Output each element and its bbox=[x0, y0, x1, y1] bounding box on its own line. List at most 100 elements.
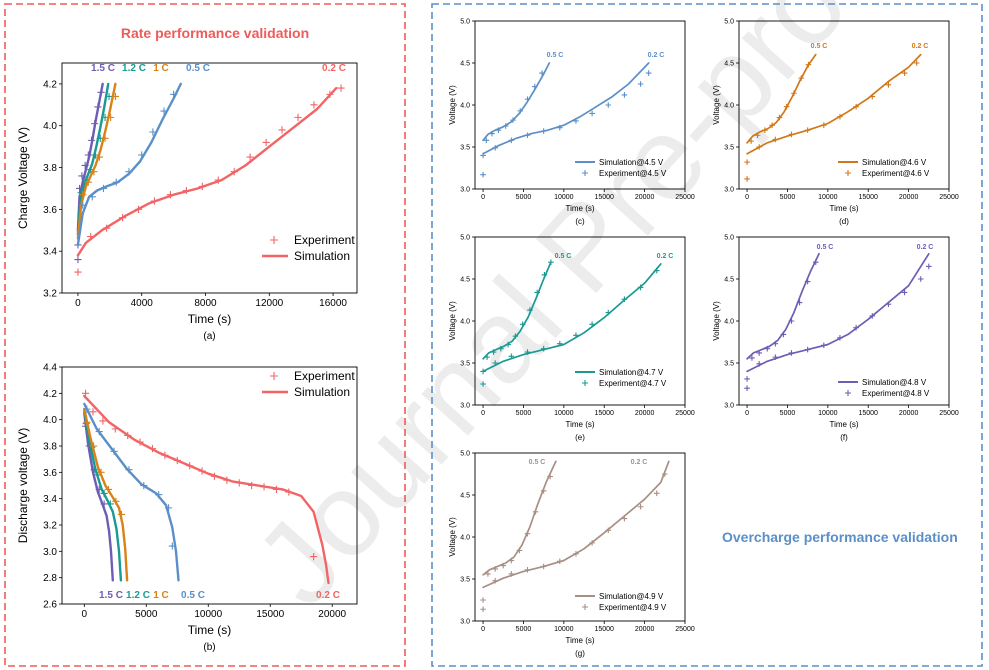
experiment-point bbox=[260, 483, 268, 491]
experiment-point bbox=[91, 120, 99, 128]
experiment-point bbox=[837, 335, 843, 341]
experiment-point bbox=[524, 566, 531, 573]
experiment-point bbox=[262, 138, 270, 147]
legend-experiment-marker bbox=[845, 170, 851, 176]
experiment-point bbox=[492, 577, 498, 584]
experiment-point bbox=[500, 562, 507, 569]
experiment-point bbox=[901, 70, 908, 76]
y-tick-label: 4.0 bbox=[460, 318, 470, 325]
experiment-point bbox=[573, 551, 579, 557]
x-tick-label: 20000 bbox=[318, 609, 346, 620]
experiment-point bbox=[788, 131, 795, 138]
experiment-point bbox=[95, 153, 104, 161]
experiment-point bbox=[155, 491, 163, 499]
experiment-point bbox=[90, 442, 98, 450]
experiment-point bbox=[118, 214, 127, 222]
x-axis-label: Time (s) bbox=[565, 636, 594, 645]
experiment-point bbox=[885, 82, 892, 88]
x-tick-label: 25000 bbox=[675, 410, 695, 417]
experiment-point bbox=[756, 144, 762, 150]
experiment-point bbox=[524, 530, 531, 537]
experiment-point bbox=[510, 117, 516, 123]
experiment-point bbox=[783, 103, 790, 110]
experiment-point bbox=[83, 405, 91, 413]
experiment-point bbox=[278, 126, 286, 134]
experiment-point bbox=[756, 350, 762, 356]
x-tick-label: 0 bbox=[481, 410, 485, 417]
experiment-point bbox=[540, 488, 547, 494]
experiment-point bbox=[524, 349, 531, 355]
series-label: 0.2 C bbox=[657, 253, 674, 260]
x-axis-label: Time (s) bbox=[829, 204, 858, 213]
series-label: 0.2 C bbox=[631, 459, 648, 466]
experiment-point bbox=[125, 168, 133, 176]
x-tick-label: 0 bbox=[745, 410, 749, 417]
experiment-point bbox=[573, 332, 579, 339]
experiment-point bbox=[531, 83, 538, 90]
series-line-05C bbox=[746, 53, 817, 144]
experiment-point bbox=[310, 553, 318, 561]
series-line-02C bbox=[482, 62, 650, 155]
series-label: 1.2 C bbox=[122, 63, 146, 74]
experiment-point bbox=[285, 488, 293, 496]
y-tick-label: 4.5 bbox=[724, 276, 734, 283]
y-tick-label: 4.0 bbox=[43, 121, 57, 132]
y-tick-label: 3.2 bbox=[43, 289, 57, 300]
experiment-point bbox=[149, 128, 157, 136]
experiment-point bbox=[186, 462, 194, 470]
subplot-caption: (g) bbox=[575, 649, 585, 658]
experiment-point bbox=[812, 259, 819, 265]
experiment-point bbox=[540, 128, 547, 134]
x-tick-label: 25000 bbox=[675, 626, 695, 633]
experiment-point bbox=[117, 510, 126, 519]
series-line-02C bbox=[76, 86, 338, 257]
experiment-point bbox=[621, 515, 628, 522]
x-axis-label: Time (s) bbox=[188, 312, 232, 326]
experiment-point bbox=[788, 318, 795, 324]
experiment-point bbox=[541, 272, 548, 278]
experiment-point bbox=[337, 84, 345, 92]
x-tick-label: 15000 bbox=[594, 410, 614, 417]
experiment-point bbox=[780, 331, 787, 338]
experiment-point bbox=[168, 542, 176, 550]
experiment-point bbox=[134, 205, 143, 213]
series-line-1C bbox=[76, 82, 117, 240]
legend-experiment-label: Experiment@4.8 V bbox=[862, 389, 930, 398]
experiment-point bbox=[150, 197, 159, 205]
y-tick-label: 5.0 bbox=[460, 450, 470, 457]
experiment-point bbox=[524, 96, 531, 102]
experiment-point bbox=[490, 349, 497, 355]
series-label: 1.5 C bbox=[91, 63, 115, 74]
series-line-05C bbox=[482, 261, 552, 360]
experiment-point bbox=[492, 145, 498, 151]
experiment-point bbox=[99, 184, 108, 193]
y-tick-label: 3.2 bbox=[43, 521, 57, 532]
experiment-point bbox=[837, 113, 843, 120]
y-tick-label: 3.0 bbox=[460, 402, 470, 409]
experiment-point bbox=[512, 333, 519, 339]
y-tick-label: 3.5 bbox=[724, 144, 734, 151]
experiment-point bbox=[160, 107, 168, 115]
experiment-point bbox=[772, 136, 779, 143]
y-tick-label: 3.6 bbox=[43, 468, 57, 479]
experiment-point bbox=[480, 606, 486, 613]
experiment-point bbox=[505, 341, 511, 348]
subplot-caption: (c) bbox=[575, 217, 585, 226]
series-line-05C bbox=[482, 62, 551, 142]
series-label: 0.5 C bbox=[811, 43, 828, 50]
experiment-point bbox=[110, 447, 118, 455]
experiment-point bbox=[557, 558, 563, 565]
series-label: 0.5 C bbox=[555, 253, 572, 260]
series-label: 0.2 C bbox=[316, 590, 340, 601]
y-tick-label: 3.6 bbox=[43, 205, 57, 216]
experiment-point bbox=[230, 168, 238, 176]
y-tick-label: 3.5 bbox=[460, 144, 470, 151]
experiment-point bbox=[748, 138, 754, 144]
experiment-point bbox=[804, 346, 811, 353]
chart-e: 0 5000 10000 15000 20000 25000 3.0 3.5 4.0 4.5 5.0… bbox=[448, 234, 695, 442]
series-line-15C bbox=[83, 411, 114, 582]
experiment-point bbox=[621, 92, 628, 98]
x-axis-label: Time (s) bbox=[565, 420, 594, 429]
experiment-point bbox=[111, 92, 120, 101]
experiment-point bbox=[74, 255, 82, 264]
